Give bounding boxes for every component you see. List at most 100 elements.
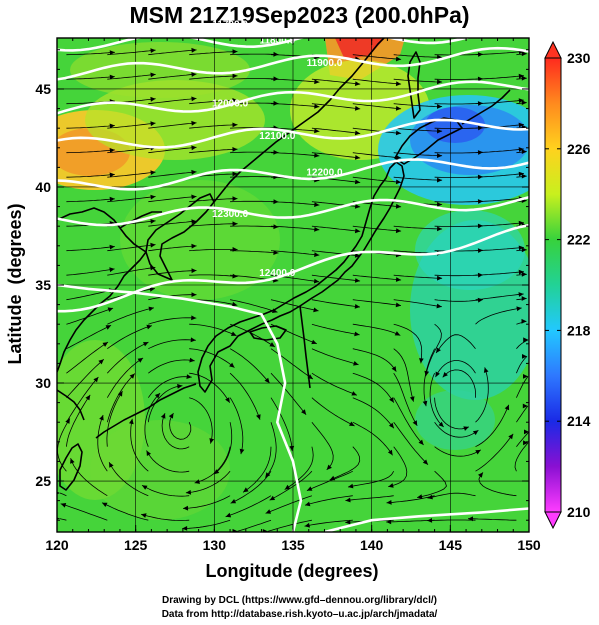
streamline — [475, 433, 514, 472]
streamline — [352, 103, 402, 110]
streamline-arrow — [504, 404, 510, 411]
streamline-arrow — [60, 503, 67, 508]
streamline-arrow — [191, 219, 197, 224]
streamline — [393, 176, 443, 181]
streamline — [147, 376, 192, 398]
streamline — [475, 173, 524, 178]
streamline-arrow — [191, 145, 197, 151]
streamline-arrow — [483, 367, 489, 373]
streamline — [229, 372, 261, 420]
axis-ticks — [56, 38, 530, 532]
streamline — [427, 519, 476, 521]
streamline — [189, 124, 238, 129]
streamline — [311, 421, 334, 471]
streamline-arrow — [209, 438, 215, 444]
streamline-arrow — [273, 100, 279, 106]
streamline-arrow — [522, 403, 528, 409]
streamline-arrow — [437, 177, 443, 183]
streamline-arrow — [463, 426, 469, 431]
streamline-arrow — [395, 56, 402, 62]
streamline-arrow — [422, 459, 428, 465]
streamline — [230, 53, 279, 56]
streamline — [475, 99, 524, 105]
streamline-arrow — [521, 247, 527, 253]
streamline — [311, 323, 360, 336]
streamline — [189, 75, 238, 80]
streamline-arrow — [98, 359, 104, 365]
streamline — [386, 495, 435, 504]
streamline-arrow — [183, 505, 189, 511]
streamline — [230, 470, 272, 504]
streamline — [148, 98, 197, 105]
streamline — [229, 397, 244, 455]
streamline — [230, 225, 279, 228]
streamline-arrow — [232, 528, 238, 532]
streamline-arrow — [273, 250, 279, 255]
streamline — [189, 223, 238, 227]
streamline-arrow — [150, 170, 156, 175]
y-tick-label: 30 — [35, 375, 51, 391]
y-tick-label: 25 — [35, 473, 51, 489]
streamline-arrow — [232, 122, 238, 128]
streamline — [270, 127, 320, 132]
streamline-arrow — [269, 342, 275, 347]
streamline — [148, 220, 197, 227]
streamline — [230, 127, 279, 129]
streamline-arrow — [437, 202, 443, 207]
streamline — [352, 54, 402, 60]
height-contour-label: 12400.0 — [259, 268, 296, 279]
streamline-arrow — [225, 512, 232, 518]
streamline-arrow — [304, 522, 310, 528]
streamline-arrow — [518, 73, 524, 79]
streamline-arrow — [354, 130, 361, 136]
streamline — [107, 267, 156, 276]
streamline — [270, 397, 293, 452]
wind-arrowheads — [57, 47, 529, 532]
streamline-arrow — [518, 220, 524, 226]
streamline — [59, 492, 67, 497]
streamline-arrow — [186, 374, 192, 379]
y-tick-labels: 25 30 35 40 45 — [35, 81, 51, 489]
streamline — [352, 348, 397, 372]
streamline — [311, 372, 358, 396]
streamline — [169, 412, 192, 440]
streamline — [59, 518, 67, 521]
streamline — [475, 247, 524, 252]
streamline-arrow — [353, 361, 359, 366]
streamline — [230, 299, 278, 313]
credit-line-drawing: Drawing by DCL (https://www.gfd–dennou.o… — [161, 595, 437, 606]
streamline — [147, 385, 183, 423]
streamline — [148, 294, 197, 301]
streamline — [434, 299, 484, 302]
streamline-arrow — [437, 275, 443, 281]
credit-line-data: Data from http://database.rish.kyoto–u.a… — [161, 609, 438, 620]
streamline — [270, 201, 320, 206]
streamline-arrow — [314, 153, 320, 158]
streamline — [189, 397, 213, 444]
streamline-arrow — [265, 509, 272, 514]
streamline — [434, 127, 484, 129]
streamline-arrow — [354, 253, 361, 258]
streamline — [442, 369, 477, 398]
streamline — [429, 373, 444, 428]
streamline — [148, 317, 197, 325]
x-axis-label: Longitude (degrees) — [205, 561, 378, 581]
streamline-arrow — [436, 303, 442, 309]
streamline-arrow — [229, 362, 235, 368]
streamline — [107, 49, 156, 56]
streamline — [329, 446, 361, 481]
streamline — [475, 307, 522, 325]
streamline-arrow — [232, 73, 238, 79]
streamline — [148, 146, 197, 154]
streamline — [311, 201, 361, 208]
streamline — [106, 373, 136, 423]
streamline-arrow — [314, 252, 320, 257]
streamline — [66, 376, 99, 423]
streamline-arrow — [424, 370, 430, 377]
streamline-arrow — [314, 227, 320, 232]
streamline — [393, 103, 443, 107]
streamline-arrow — [262, 529, 268, 532]
x-tick-label: 150 — [517, 537, 541, 553]
streamline — [311, 152, 361, 159]
